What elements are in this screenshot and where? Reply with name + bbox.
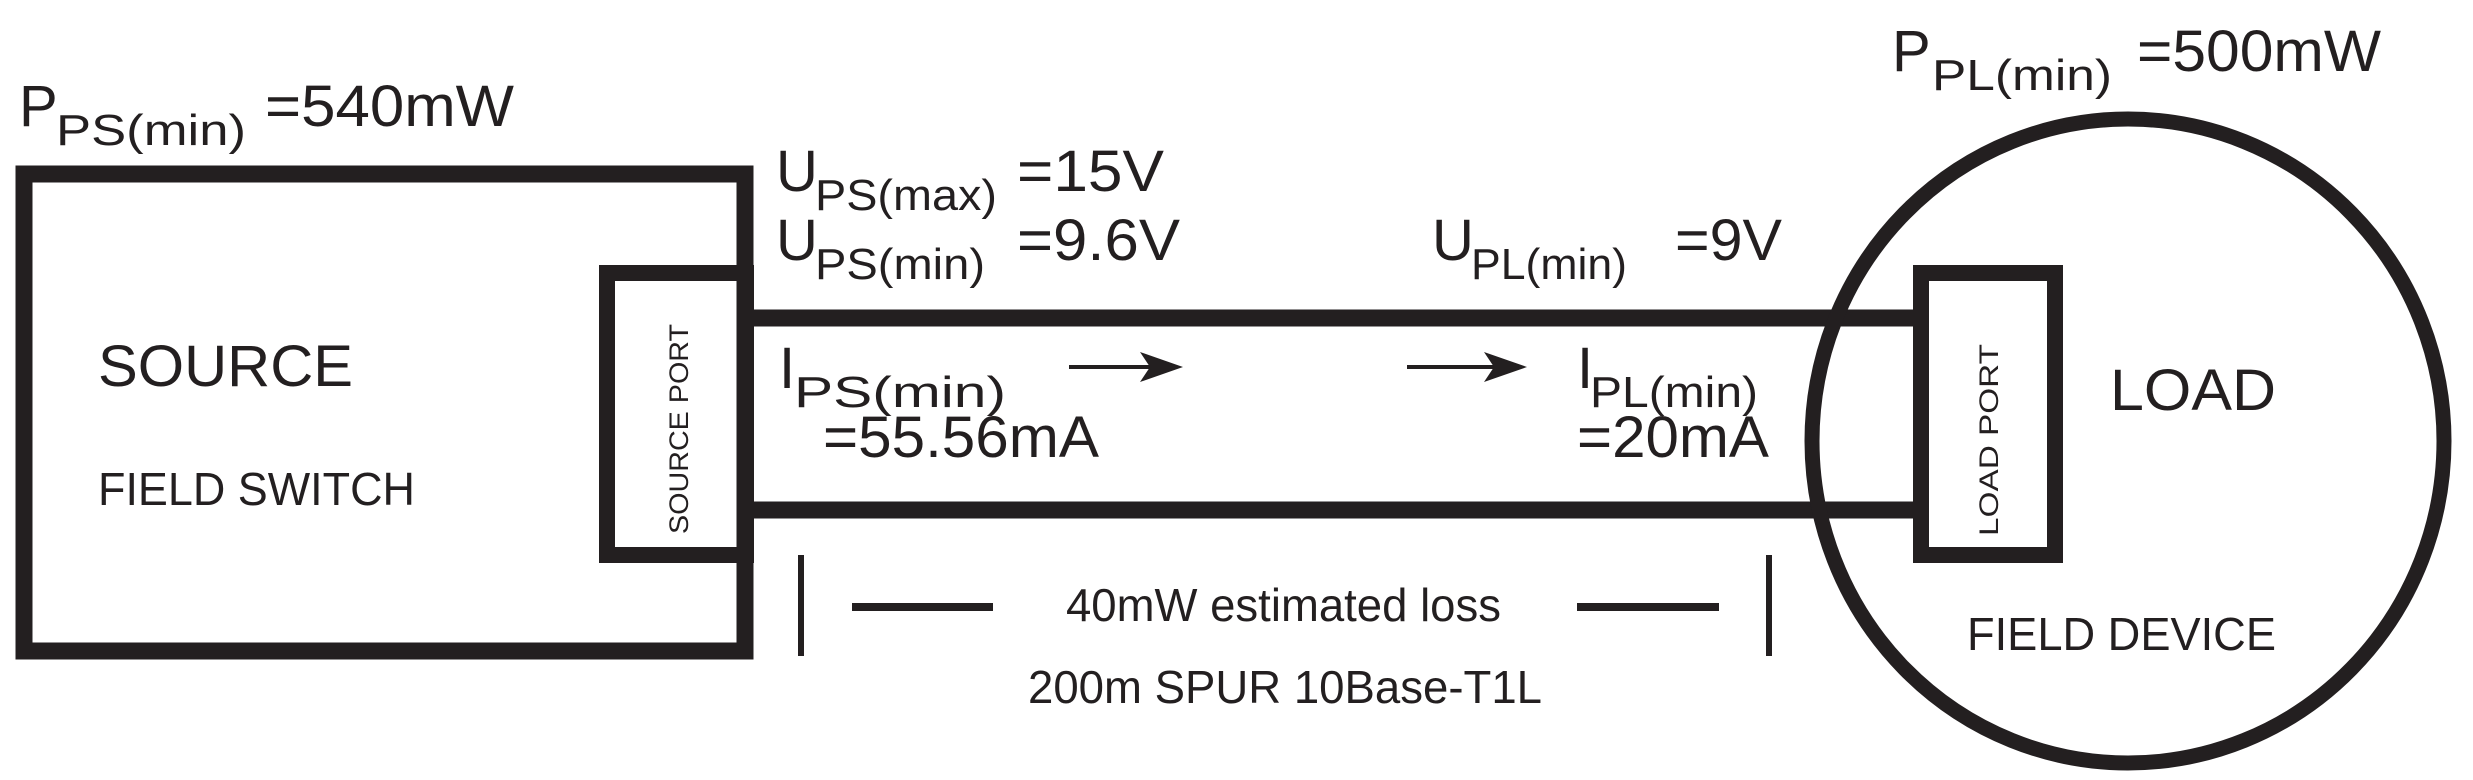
source-box	[15, 165, 754, 660]
value: =9V	[1675, 208, 1782, 273]
load-current-label: I PL(min) =20mA	[1577, 336, 1769, 470]
subscript: PS(max)	[815, 171, 997, 220]
load-title: LOAD	[2110, 358, 2276, 423]
load-port-label: LOAD PORT	[1974, 344, 2004, 536]
source-voltage-max-label: U PS(max) =15V	[776, 139, 1164, 220]
symbol: P	[19, 74, 58, 139]
value: =9.6V	[1017, 208, 1180, 273]
subscript: PL(min)	[1932, 51, 2112, 100]
arrow-right-icon	[1069, 352, 1183, 382]
source-subtitle: FIELD SWITCH	[98, 463, 415, 515]
symbol: P	[1892, 19, 1931, 84]
symbol: I	[779, 336, 795, 401]
source-power-label: P PS(min) =540mW	[19, 74, 514, 155]
load-port-box	[1913, 265, 2063, 563]
source-port-label: SOURCE PORT	[664, 324, 694, 534]
value: =540mW	[265, 74, 514, 139]
source-port-box	[599, 265, 754, 563]
source-title: SOURCE	[98, 334, 353, 399]
subscript: PS(min)	[56, 106, 246, 155]
cable-description-label: 200m SPUR 10Base-T1L	[1028, 661, 1542, 713]
value: =15V	[1017, 139, 1164, 204]
symbol: I	[1577, 336, 1593, 401]
source-current-label: I PS(min) =55.56mA	[779, 336, 1099, 470]
load-power-label: P PL(min) =500mW	[1892, 19, 2381, 100]
cable-loss-label: 40mW estimated loss	[1066, 579, 1501, 631]
value: =20mA	[1577, 405, 1769, 470]
value: =500mW	[2137, 19, 2381, 84]
subscript: PL(min)	[1590, 368, 1758, 417]
load-subtitle: FIELD DEVICE	[1967, 608, 2276, 660]
load-voltage-min-label: U PL(min) =9V	[1432, 208, 1782, 289]
source-voltage-min-label: U PS(min) =9.6V	[776, 208, 1180, 289]
subscript: PL(min)	[1471, 240, 1627, 289]
symbol: U	[776, 139, 818, 204]
symbol: U	[776, 208, 818, 273]
value: =55.56mA	[823, 405, 1099, 470]
load-device-circle	[1804, 111, 2452, 771]
arrow-right-icon	[1407, 352, 1527, 382]
subscript: PS(min)	[794, 368, 1006, 417]
subscript: PS(min)	[815, 240, 985, 289]
symbol: U	[1432, 208, 1474, 273]
